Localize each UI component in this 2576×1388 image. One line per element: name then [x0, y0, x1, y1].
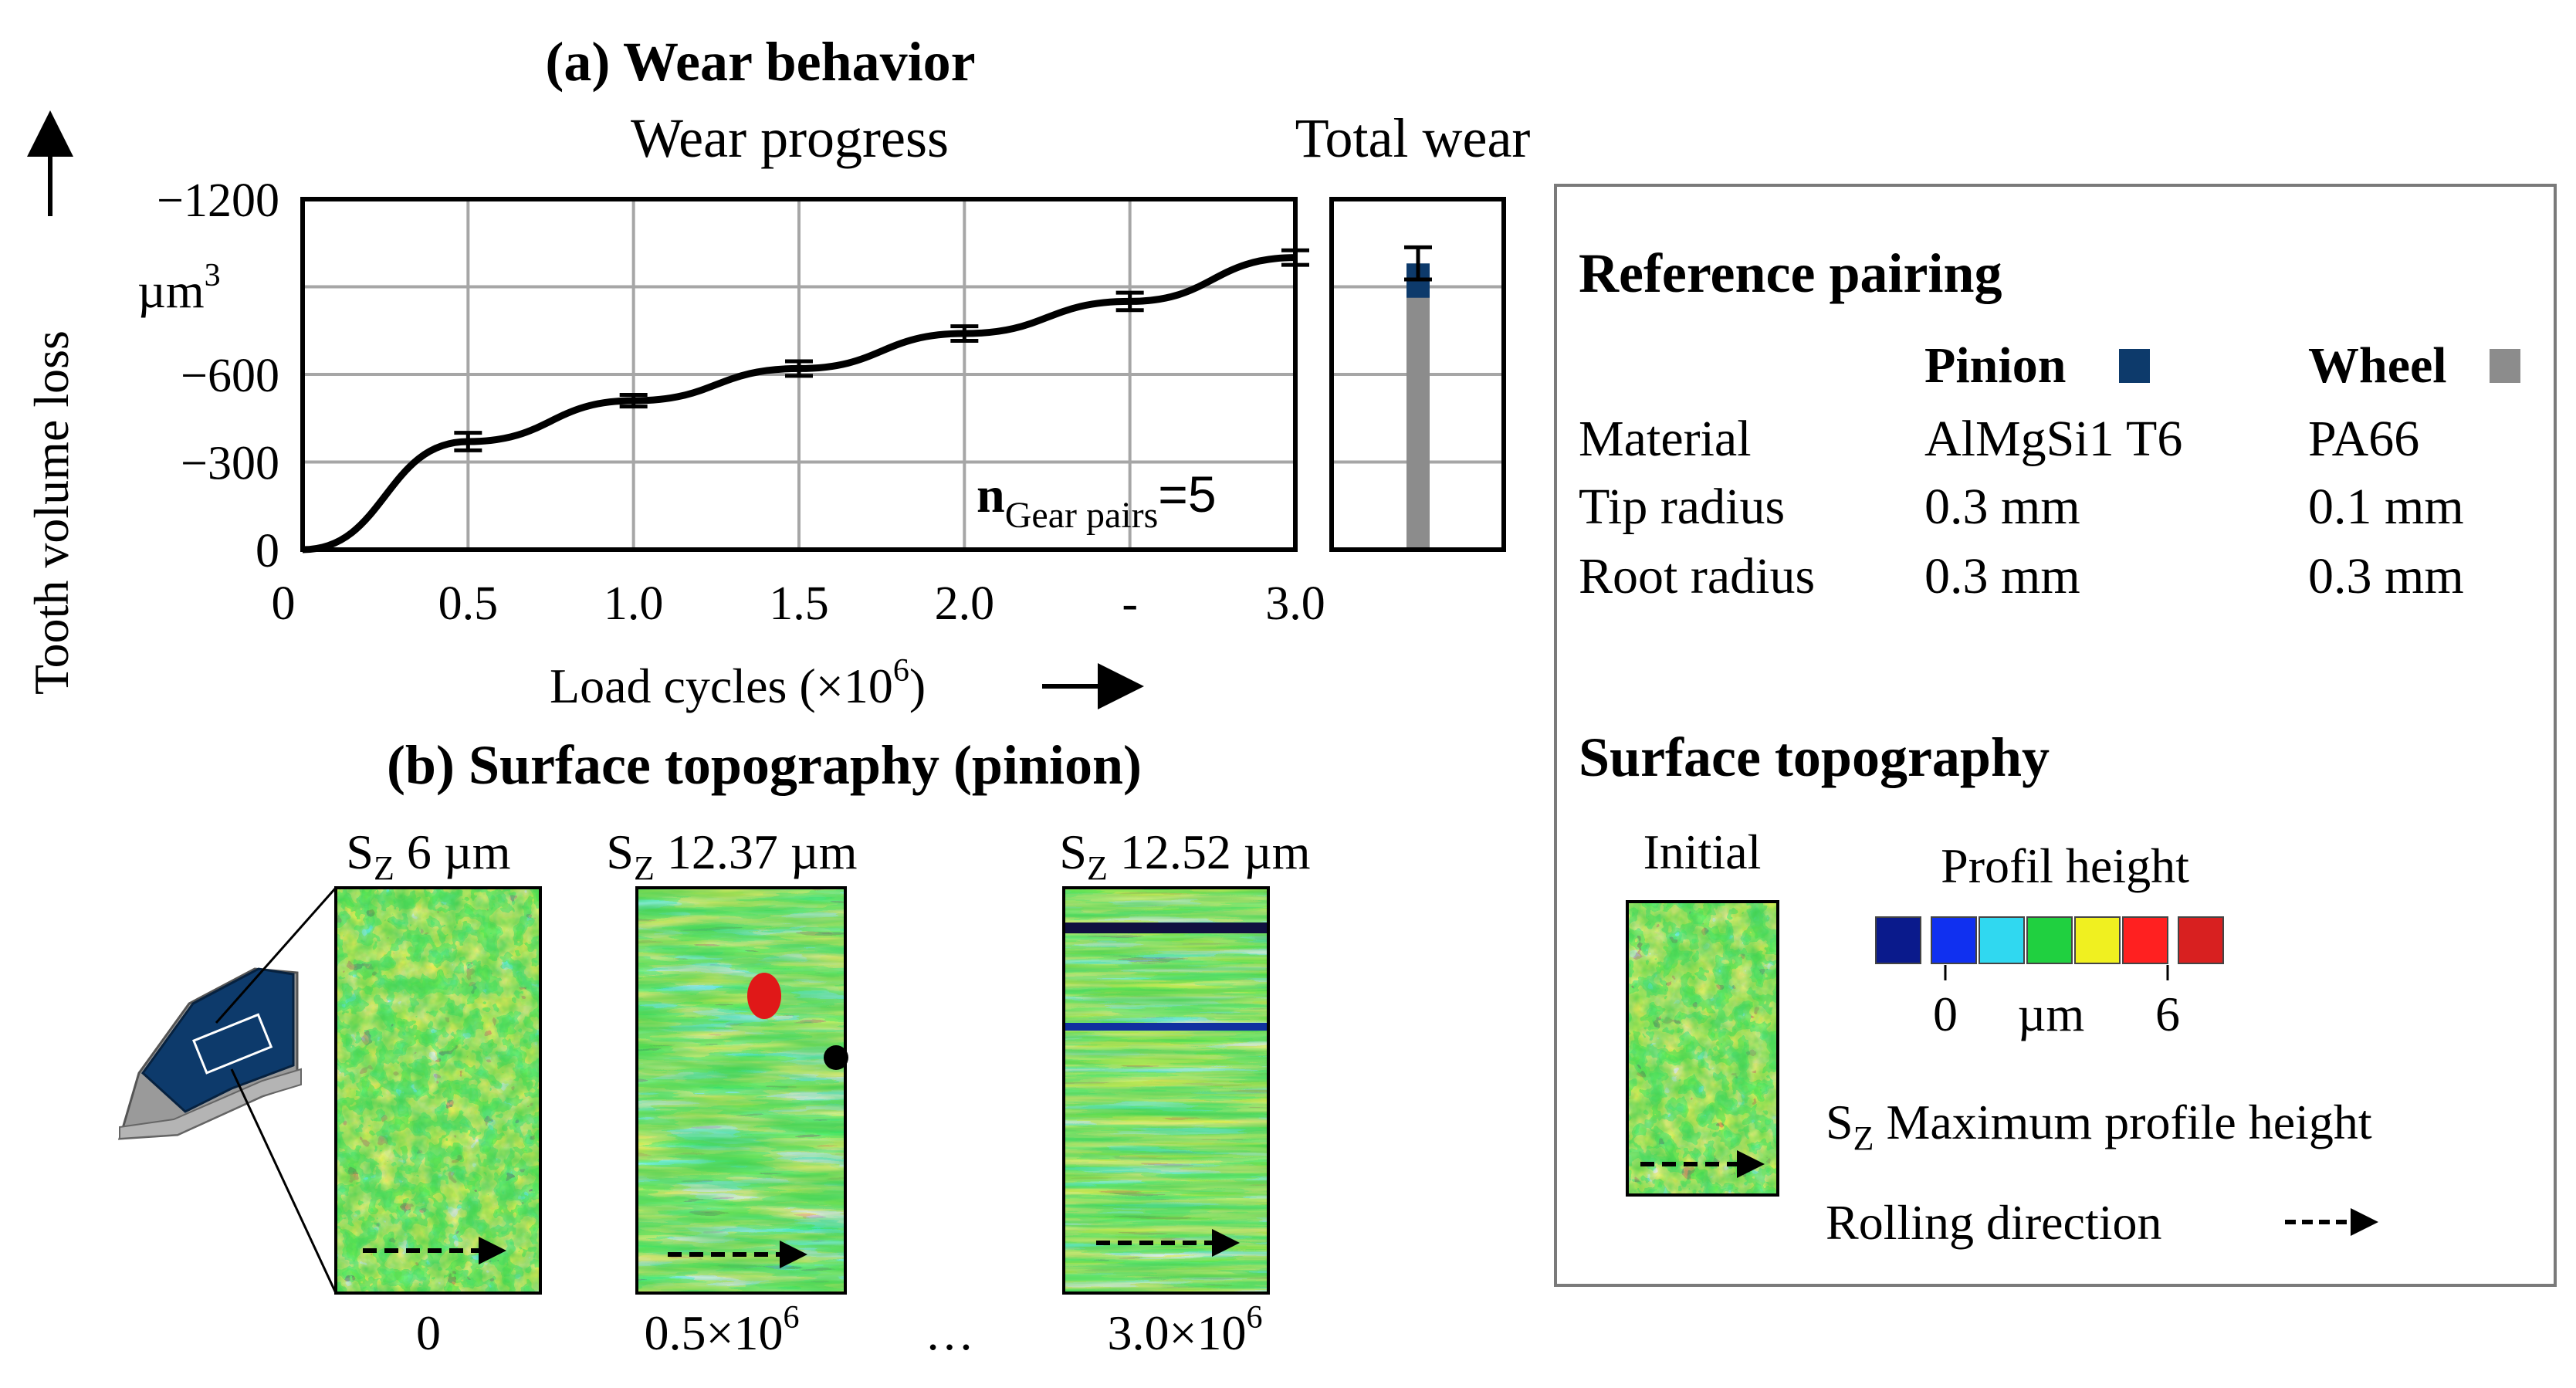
- wear-progress-plot: −1200 −600 −300 00 0.5 1.0 1.5 2.0 - 3.0: [157, 174, 1325, 630]
- scale-unit: µm: [2018, 987, 2085, 1041]
- topography-map-0: [334, 886, 542, 1295]
- reference-pairing-title: Reference pairing: [1579, 242, 2002, 304]
- wear-progress-title: Wear progress: [631, 107, 949, 169]
- x-tick-label: 3.0: [1265, 577, 1325, 630]
- row-tip-wheel: 0.1 mm: [2308, 479, 2464, 535]
- map-1-caption: 0.5×106: [644, 1300, 799, 1360]
- x-tick-label: -: [1122, 577, 1138, 630]
- x-tick-label: 2.0: [935, 577, 995, 630]
- row-material-wheel: PA66: [2308, 411, 2419, 467]
- color-scale-swatch: [1979, 916, 2025, 964]
- x-tick-label: 0: [272, 577, 296, 630]
- color-scale-swatch: [1875, 916, 1921, 964]
- y-tick-label: −300: [181, 438, 279, 490]
- pinion-header: Pinion: [1924, 337, 2066, 394]
- topography-map-1: [635, 886, 848, 1295]
- plot-frame: [300, 197, 1298, 552]
- total-wear-plot: [1329, 197, 1506, 552]
- row-material-label: Material: [1579, 411, 1752, 467]
- color-scale-swatch: [2178, 916, 2224, 964]
- x-tick-label: 1.5: [769, 577, 829, 630]
- scale-max: 6: [2155, 987, 2180, 1041]
- pinion-swatch: [2119, 349, 2150, 383]
- sz-definition: SZ Maximum profile height: [1826, 1095, 2372, 1157]
- surface-topography-title: Surface topography: [1579, 726, 2050, 788]
- initial-label: Initial: [1643, 824, 1762, 879]
- color-scale: [1875, 916, 2224, 980]
- map-0-sz-label: SZ 6 µm: [346, 824, 510, 887]
- x-axis-label: Load cycles (×106): [550, 653, 926, 713]
- error-bar: [619, 392, 648, 409]
- map-2-sz-label: SZ 12.52 µm: [1059, 824, 1310, 887]
- row-root-pinion: 0.3 mm: [1924, 548, 2080, 604]
- x-tick-label: 1.0: [604, 577, 664, 630]
- color-scale-swatch: [1931, 916, 1977, 964]
- total-wear-error-bar: [1404, 245, 1432, 282]
- error-bar: [454, 431, 482, 452]
- map-0-caption: 0: [416, 1305, 441, 1360]
- y-axis-label-group: Tooth volume loss: [24, 330, 79, 695]
- y-tick-label: 0: [256, 525, 279, 577]
- y-unit: µm3: [137, 258, 221, 318]
- ellipsis: …: [925, 1305, 974, 1360]
- color-scale-swatch: [2122, 916, 2168, 964]
- x-tick-label: 0.5: [438, 577, 499, 630]
- error-bar: [785, 359, 813, 378]
- row-root-wheel: 0.3 mm: [2308, 548, 2464, 604]
- total-wear-title: Total wear: [1295, 107, 1531, 169]
- wheel-swatch: [2490, 349, 2520, 383]
- y-tick-label: −600: [181, 350, 279, 402]
- map-2-caption: 3.0×106: [1107, 1300, 1262, 1360]
- row-tip-pinion: 0.3 mm: [1924, 479, 2080, 535]
- error-bar: [950, 324, 979, 343]
- topography-map-2: [1062, 886, 1270, 1295]
- row-root-label: Root radius: [1579, 548, 1815, 604]
- profil-height-label: Profil height: [1941, 838, 2189, 893]
- wheel-header: Wheel: [2308, 337, 2447, 394]
- section-b-title: (b) Surface topography (pinion): [387, 734, 1142, 796]
- row-tip-label: Tip radius: [1579, 479, 1785, 535]
- total-wear-bar-wheel: [1406, 278, 1430, 550]
- y-tick-label: −1200: [157, 174, 279, 227]
- gear-tooth-illustration: [117, 887, 337, 1294]
- error-bar: [1115, 290, 1144, 313]
- section-a-title: (a) Wear behavior: [545, 31, 975, 93]
- n-gear-pairs-label: nGear pairs=5: [977, 465, 1217, 536]
- y-axis-label: Tooth volume loss: [24, 330, 79, 695]
- initial-map: [1626, 900, 1779, 1197]
- scale-min: 0: [1933, 987, 1958, 1041]
- total-wear-frame: [1329, 197, 1506, 552]
- row-material-pinion: AlMgSi1 T6: [1924, 411, 2182, 467]
- legend-panel: Reference pairing Pinion Wheel Material …: [1554, 184, 2557, 1287]
- color-scale-swatch: [2074, 916, 2121, 964]
- map-1-sz-label: SZ 12.37 µm: [606, 824, 857, 887]
- error-bar: [1281, 248, 1309, 267]
- rolling-direction-label: Rolling direction: [1826, 1195, 2162, 1250]
- color-scale-swatch: [2026, 916, 2073, 964]
